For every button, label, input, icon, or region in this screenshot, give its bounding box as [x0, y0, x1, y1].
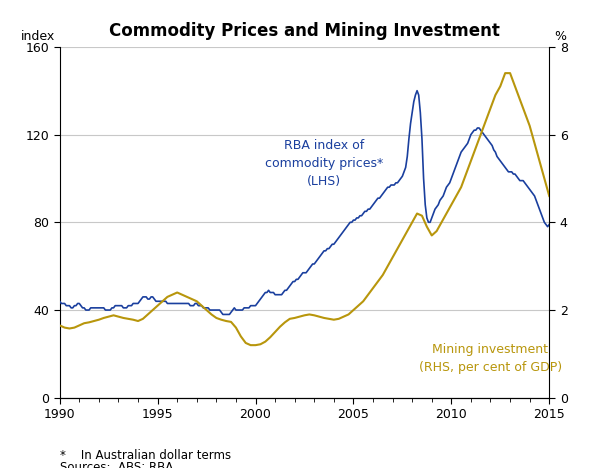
Text: Mining investment
(RHS, per cent of GDP): Mining investment (RHS, per cent of GDP)	[419, 343, 562, 374]
Text: index: index	[20, 30, 55, 43]
Text: *    In Australian dollar terms: * In Australian dollar terms	[60, 449, 231, 462]
Text: Sources:  ABS; RBA: Sources: ABS; RBA	[60, 461, 173, 468]
Title: Commodity Prices and Mining Investment: Commodity Prices and Mining Investment	[109, 22, 500, 40]
Text: RBA index of
commodity prices*
(LHS): RBA index of commodity prices* (LHS)	[265, 139, 383, 188]
Text: %: %	[554, 30, 566, 43]
